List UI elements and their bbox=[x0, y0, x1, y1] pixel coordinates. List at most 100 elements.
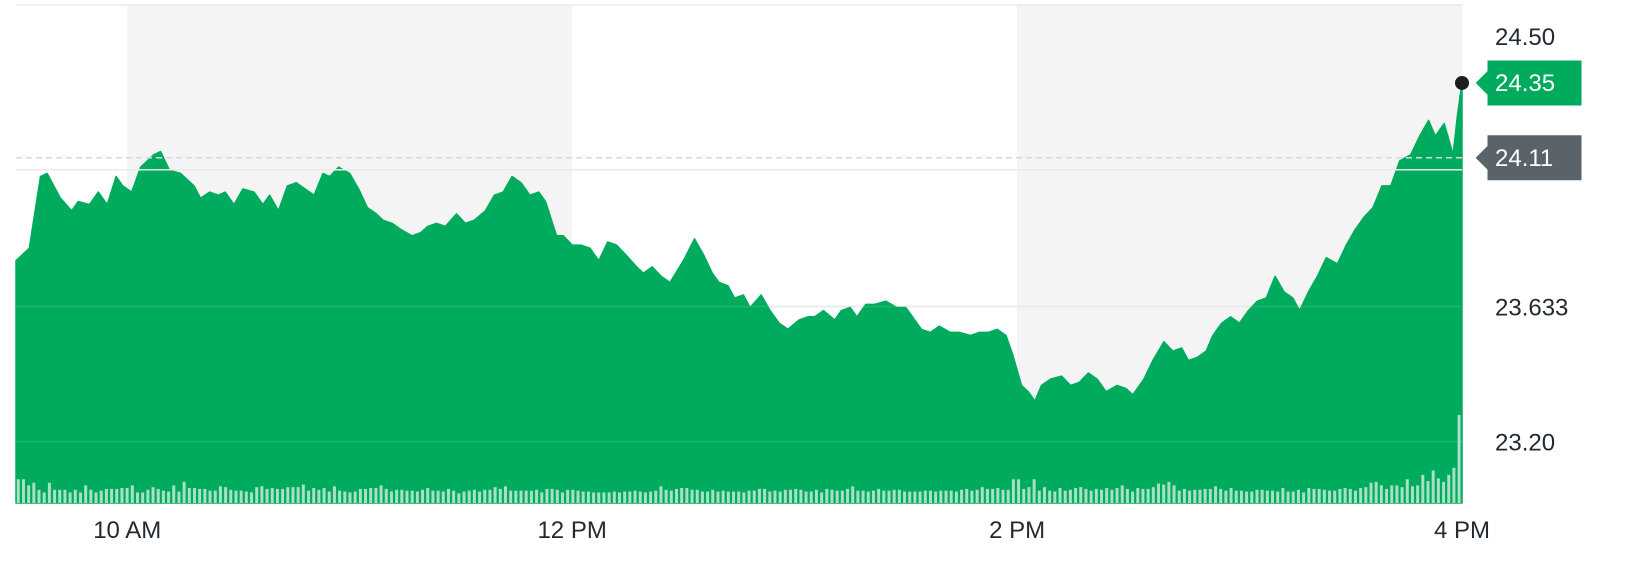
volume-bar bbox=[985, 488, 989, 503]
volume-bar bbox=[1400, 487, 1404, 503]
volume-bar bbox=[768, 491, 772, 503]
volume-bar bbox=[1146, 488, 1150, 503]
volume-bar bbox=[1410, 486, 1414, 503]
volume-bar bbox=[1115, 488, 1119, 503]
volume-bar bbox=[208, 490, 212, 503]
volume-bar bbox=[478, 491, 482, 503]
volume-bar bbox=[519, 490, 523, 503]
x-tick-label: 10 AM bbox=[93, 517, 161, 544]
volume-bar bbox=[799, 489, 803, 503]
volume-bar bbox=[312, 488, 316, 503]
volume-bar bbox=[903, 491, 907, 503]
volume-bar bbox=[1219, 488, 1223, 503]
volume-bar bbox=[706, 491, 710, 503]
volume-bar bbox=[996, 488, 1000, 503]
volume-bar bbox=[607, 492, 611, 503]
volume-bar bbox=[410, 490, 414, 503]
volume-bar bbox=[1405, 479, 1409, 503]
volume-bar bbox=[1255, 489, 1259, 503]
current-price-badge: 24.35 bbox=[1474, 59, 1583, 107]
volume-bar bbox=[685, 488, 689, 503]
volume-bar bbox=[566, 489, 570, 503]
volume-bar bbox=[529, 490, 533, 503]
volume-bar bbox=[840, 490, 844, 503]
volume-bar bbox=[1442, 481, 1446, 503]
volume-bar bbox=[825, 488, 829, 503]
volume-bar bbox=[104, 488, 108, 503]
volume-bar bbox=[778, 491, 782, 503]
volume-bar bbox=[94, 492, 98, 503]
volume-bar bbox=[224, 487, 228, 503]
volume-bar bbox=[78, 492, 82, 503]
price-badges: 24.11 24.35 bbox=[1455, 59, 1583, 182]
volume-bar bbox=[882, 490, 886, 503]
volume-bar bbox=[809, 491, 813, 503]
volume-bar bbox=[1105, 488, 1109, 503]
volume-bar bbox=[317, 489, 321, 503]
volume-bar bbox=[68, 492, 72, 503]
volume-bar bbox=[991, 488, 995, 503]
volume-bar bbox=[1296, 489, 1300, 503]
volume-bar bbox=[348, 492, 352, 503]
volume-bar bbox=[1291, 491, 1295, 503]
volume-bar bbox=[851, 486, 855, 503]
volume-bar bbox=[555, 489, 559, 503]
volume-bar bbox=[141, 492, 145, 503]
y-tick-label: 23.633 bbox=[1495, 295, 1568, 322]
volume-bar bbox=[1421, 474, 1425, 503]
volume-bar bbox=[1447, 474, 1451, 503]
volume-bar bbox=[970, 490, 974, 503]
volume-bar bbox=[1260, 489, 1264, 503]
volume-bar bbox=[618, 492, 621, 503]
volume-bar bbox=[1203, 488, 1207, 503]
volume-bar bbox=[1162, 484, 1166, 503]
volume-bar bbox=[84, 485, 88, 503]
volume-bar bbox=[1058, 488, 1062, 503]
volume-bar bbox=[120, 488, 124, 503]
volume-bar bbox=[763, 488, 767, 503]
volume-bar bbox=[1390, 485, 1394, 503]
volume-bar bbox=[747, 490, 751, 503]
volume-bar bbox=[37, 489, 41, 503]
x-tick-label: 4 PM bbox=[1434, 517, 1490, 544]
volume-bar bbox=[1177, 490, 1181, 503]
volume-bar bbox=[1348, 488, 1352, 503]
volume-bar bbox=[695, 489, 699, 503]
volume-bar bbox=[250, 492, 254, 503]
volume-bar bbox=[1027, 487, 1031, 503]
volume-bar bbox=[732, 491, 736, 503]
y-axis: 24.50 23.633 23.20 bbox=[1495, 24, 1568, 456]
volume-bar bbox=[1229, 488, 1233, 503]
previous-close-layer bbox=[16, 157, 1462, 171]
previous-close-badge: 24.11 bbox=[1474, 134, 1583, 182]
volume-bar bbox=[327, 491, 331, 503]
volume-bar bbox=[1151, 487, 1155, 503]
volume-bar bbox=[187, 488, 191, 503]
volume-bar bbox=[21, 479, 25, 503]
volume-bar bbox=[980, 487, 984, 503]
volume-bar bbox=[654, 490, 658, 503]
volume-bar bbox=[1068, 489, 1072, 503]
volume-bar bbox=[1011, 479, 1015, 503]
volume-bar bbox=[156, 488, 160, 503]
volume-bar bbox=[130, 485, 134, 503]
volume-bar bbox=[338, 490, 342, 503]
volume-bar bbox=[1245, 491, 1249, 503]
volume-bar bbox=[1157, 483, 1160, 503]
y-tick-label: 24.50 bbox=[1495, 24, 1555, 51]
volume-bar bbox=[322, 488, 326, 503]
volume-bar bbox=[234, 490, 238, 503]
volume-bar bbox=[560, 492, 564, 503]
volume-bar bbox=[571, 489, 575, 503]
volume-bar bbox=[379, 485, 383, 503]
volume-bar bbox=[711, 489, 715, 503]
volume-bar bbox=[592, 492, 596, 503]
volume-bar bbox=[524, 490, 528, 503]
volume-bar bbox=[1048, 490, 1052, 503]
volume-bar bbox=[633, 490, 637, 503]
volume-bar bbox=[643, 492, 647, 503]
volume-bar bbox=[586, 491, 590, 503]
volume-bar bbox=[820, 492, 824, 503]
volume-bar bbox=[866, 491, 870, 503]
